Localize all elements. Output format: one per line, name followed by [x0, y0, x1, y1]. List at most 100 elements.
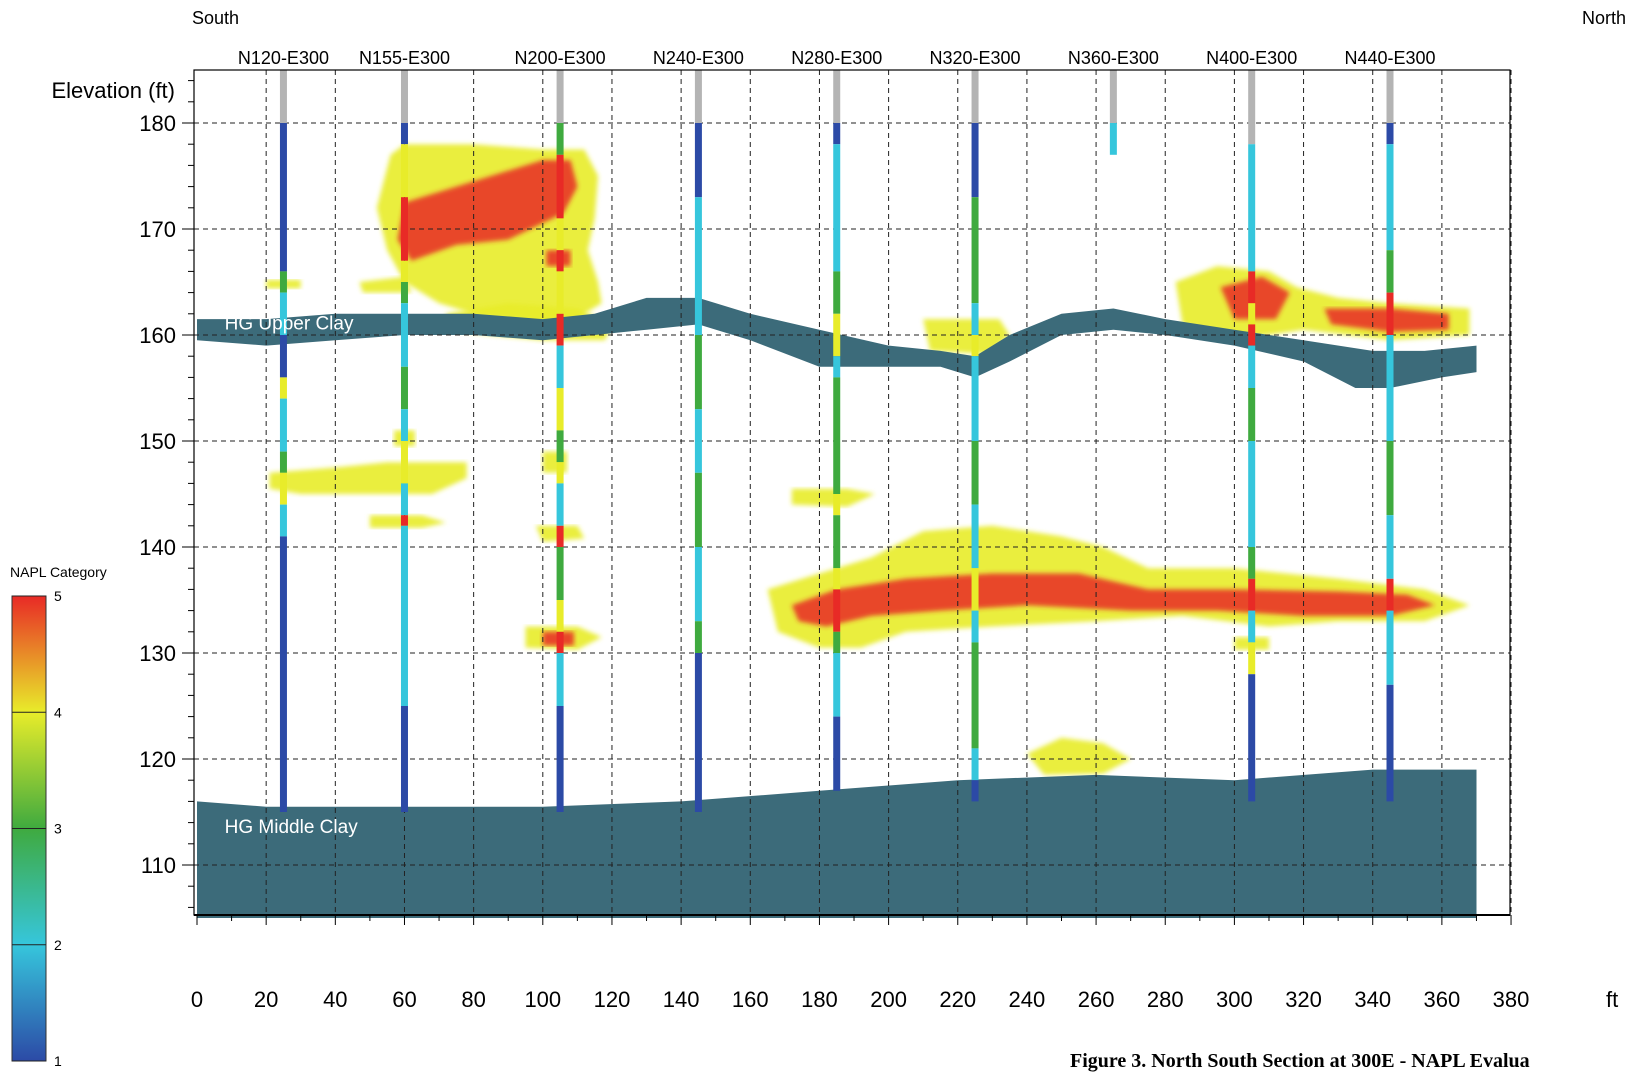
boring-segment: [1386, 684, 1394, 802]
boring-n280-e300: N280-E300: [791, 48, 882, 791]
boring-segment: [694, 653, 702, 812]
boring-segment: [694, 472, 702, 547]
y-tick-label: 180: [139, 111, 176, 136]
x-tick-label: 300: [1216, 987, 1253, 1012]
boring-segment: [971, 123, 979, 198]
boring-segment: [971, 504, 979, 569]
boring-segment: [400, 706, 408, 812]
boring-segment: [556, 271, 564, 314]
y-tick-label: 120: [139, 747, 176, 772]
boring-segment: [1386, 123, 1394, 145]
boring-segment: [1248, 642, 1256, 675]
napl-zones: [266, 144, 1470, 775]
napl-zone-19: [1026, 737, 1131, 775]
boring-segment: [694, 547, 702, 622]
x-tick-label: 260: [1078, 987, 1115, 1012]
x-tick-label: 240: [1009, 987, 1046, 1012]
boring-casing: [833, 70, 841, 123]
boring-segment: [971, 610, 979, 643]
boring-segment: [556, 600, 564, 632]
boring-segment: [279, 123, 287, 272]
boring-segment: [971, 335, 979, 357]
boring-segment: [833, 377, 841, 494]
figure-caption: Figure 3. North South Section at 300E - …: [1070, 1050, 1530, 1072]
y-tick-label: 130: [139, 641, 176, 666]
x-tick-label: 200: [870, 987, 907, 1012]
boring-label: N440-E300: [1344, 48, 1435, 68]
x-tick-label: 80: [461, 987, 485, 1012]
boring-segment: [400, 123, 408, 145]
boring-segment: [400, 197, 408, 261]
boring-segment: [1386, 610, 1394, 685]
x-tick-label: 20: [254, 987, 278, 1012]
legend-tick-label: 2: [54, 937, 62, 953]
boring-segment: [1386, 441, 1394, 516]
boring-segment: [971, 303, 979, 335]
boring-segment: [279, 472, 287, 505]
x-tick-label: 380: [1493, 987, 1530, 1012]
boring-segment: [1248, 345, 1256, 388]
boring-segment: [400, 409, 408, 441]
legend-tick-label: 1: [54, 1053, 62, 1069]
north-label: North: [1582, 8, 1626, 28]
boring-segment: [279, 377, 287, 399]
x-tick-label: 360: [1424, 987, 1461, 1012]
legend: NAPL Category 5 4 3 2 1: [10, 564, 107, 1069]
boring-label: N240-E300: [653, 48, 744, 68]
boring-segment: [1386, 578, 1394, 611]
boring-segment: [971, 642, 979, 749]
boring-segment: [694, 335, 702, 410]
boring-segment: [279, 398, 287, 452]
boring-n155-e300: N155-E300: [359, 48, 450, 812]
boring-segment: [971, 780, 979, 802]
boring-segment: [1248, 388, 1256, 441]
boring-segment: [400, 260, 408, 282]
boring-casing: [1386, 70, 1394, 123]
y-tick-label: 140: [139, 535, 176, 560]
boring-segment: [400, 366, 408, 410]
boring-segment: [556, 218, 564, 251]
boring-segment: [556, 525, 564, 547]
boring-segment: [1248, 303, 1256, 325]
boring-segment: [279, 335, 287, 378]
x-tick-label: 180: [801, 987, 838, 1012]
boring-segment: [400, 483, 408, 516]
boring-label: N200-E300: [515, 48, 606, 68]
boring-segment: [971, 568, 979, 611]
napl-zone-16: [923, 319, 1010, 355]
boring-segment: [556, 345, 564, 388]
boring-segment: [971, 356, 979, 441]
boring-segment: [556, 388, 564, 431]
boring-segment: [279, 504, 287, 537]
y-tick-label: 170: [139, 217, 176, 242]
legend-tick-label: 4: [54, 704, 62, 720]
boring-segment: [833, 271, 841, 314]
boring-segment: [833, 123, 841, 145]
boring-segment: [1386, 335, 1394, 441]
napl-zone-2: [397, 160, 578, 261]
napl-zone-18: [791, 573, 1435, 627]
boring-segment: [971, 441, 979, 505]
boring-segment: [1248, 271, 1256, 304]
boring-segment: [556, 706, 564, 812]
boring-n400-e300: N400-E300: [1206, 48, 1297, 802]
boring-segment: [400, 441, 408, 484]
boring-segment: [1248, 324, 1256, 346]
boring-n200-e300: N200-E300: [515, 48, 606, 812]
boring-segment: [400, 144, 408, 198]
boring-label: N155-E300: [359, 48, 450, 68]
south-label: South: [192, 8, 239, 28]
boring-segment: [1386, 292, 1394, 335]
boring-segment: [556, 631, 564, 653]
boring-segment: [556, 154, 564, 219]
boring-segment: [971, 748, 979, 781]
clay-layer-label: HG Upper Clay: [225, 314, 354, 335]
boring-segment: [279, 271, 287, 293]
y-tick-label: 150: [139, 429, 176, 454]
boring-segment: [1386, 515, 1394, 579]
boring-segment: [556, 313, 564, 346]
x-tick-label: 100: [524, 987, 561, 1012]
clay-layer-label: HG Middle Clay: [225, 817, 359, 838]
boring-n440-e300: N440-E300: [1344, 48, 1436, 802]
boring-label: N360-E300: [1068, 48, 1159, 68]
